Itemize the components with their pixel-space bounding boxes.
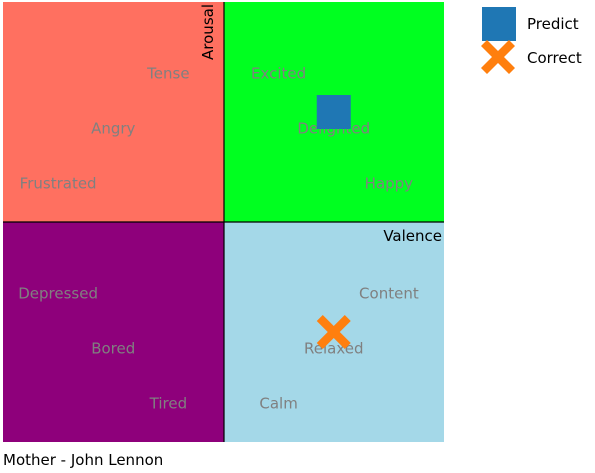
- mood-label-excited: Excited: [251, 65, 306, 83]
- arousal-axis-label: Arousal: [199, 4, 217, 60]
- mood-labels: TenseAngryFrustratedExcitedDelightedHapp…: [18, 65, 419, 413]
- legend-predict-marker: [482, 7, 516, 41]
- data-points: [316, 95, 351, 349]
- mood-label-tired: Tired: [149, 395, 187, 413]
- legend-predict-label: Predict: [527, 15, 579, 33]
- mood-label-happy: Happy: [365, 175, 414, 193]
- predict-point: [316, 95, 351, 129]
- correct-point: [316, 315, 351, 349]
- quadrant-high-arousal-negative-valence: [3, 2, 224, 222]
- mood-label-angry: Angry: [91, 120, 135, 138]
- legend: Predict Correct: [481, 7, 582, 74]
- mood-label-bored: Bored: [91, 340, 135, 358]
- legend-correct-marker: [481, 40, 515, 74]
- legend-correct-label: Correct: [527, 49, 582, 67]
- mood-label-calm: Calm: [259, 395, 297, 413]
- mood-label-frustrated: Frustrated: [20, 175, 97, 193]
- chart-caption: Mother - John Lennon: [3, 451, 163, 469]
- quadrant-low-arousal-negative-valence: [3, 222, 224, 442]
- valence-axis-label: Valence: [383, 227, 442, 245]
- mood-label-tense: Tense: [146, 65, 189, 83]
- mood-label-depressed: Depressed: [18, 285, 98, 303]
- mood-label-relaxed: Relaxed: [304, 340, 364, 358]
- mood-label-content: Content: [359, 285, 419, 303]
